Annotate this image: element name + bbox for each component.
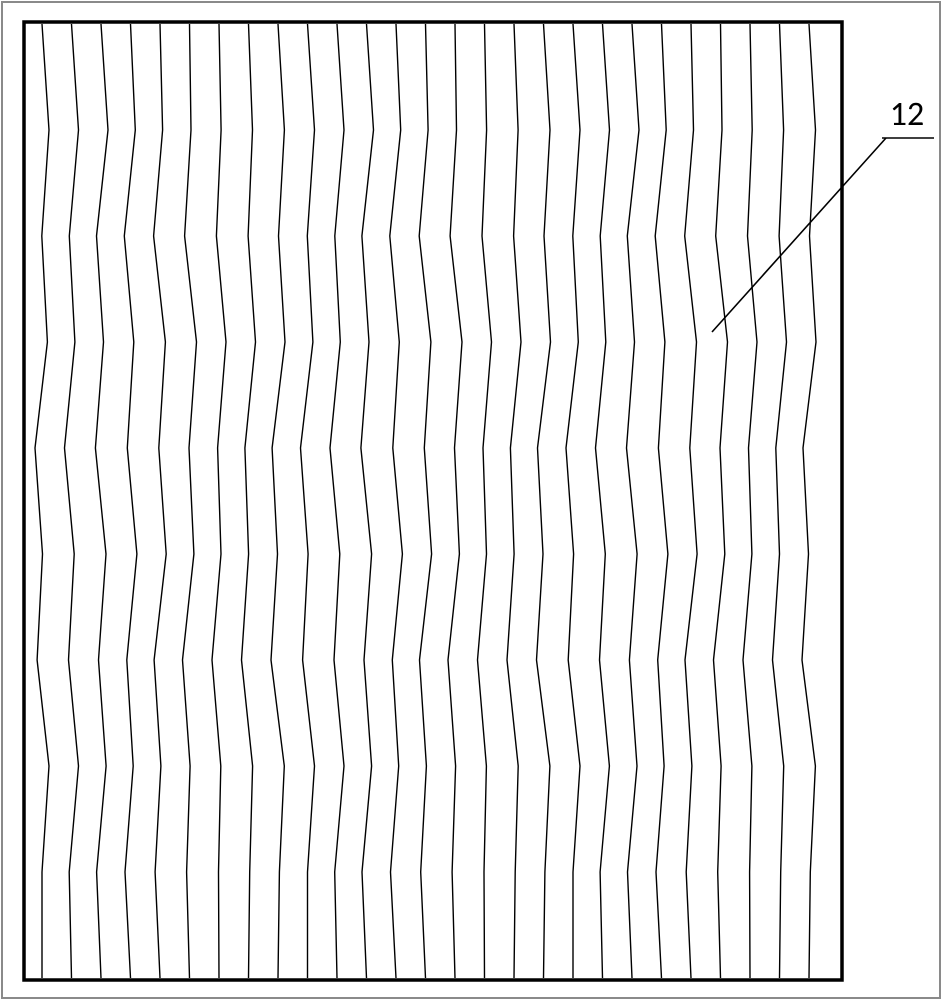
figure-svg: [0, 0, 943, 1000]
figure-root: 12: [0, 0, 943, 1000]
callout-label-12: 12: [886, 98, 928, 138]
